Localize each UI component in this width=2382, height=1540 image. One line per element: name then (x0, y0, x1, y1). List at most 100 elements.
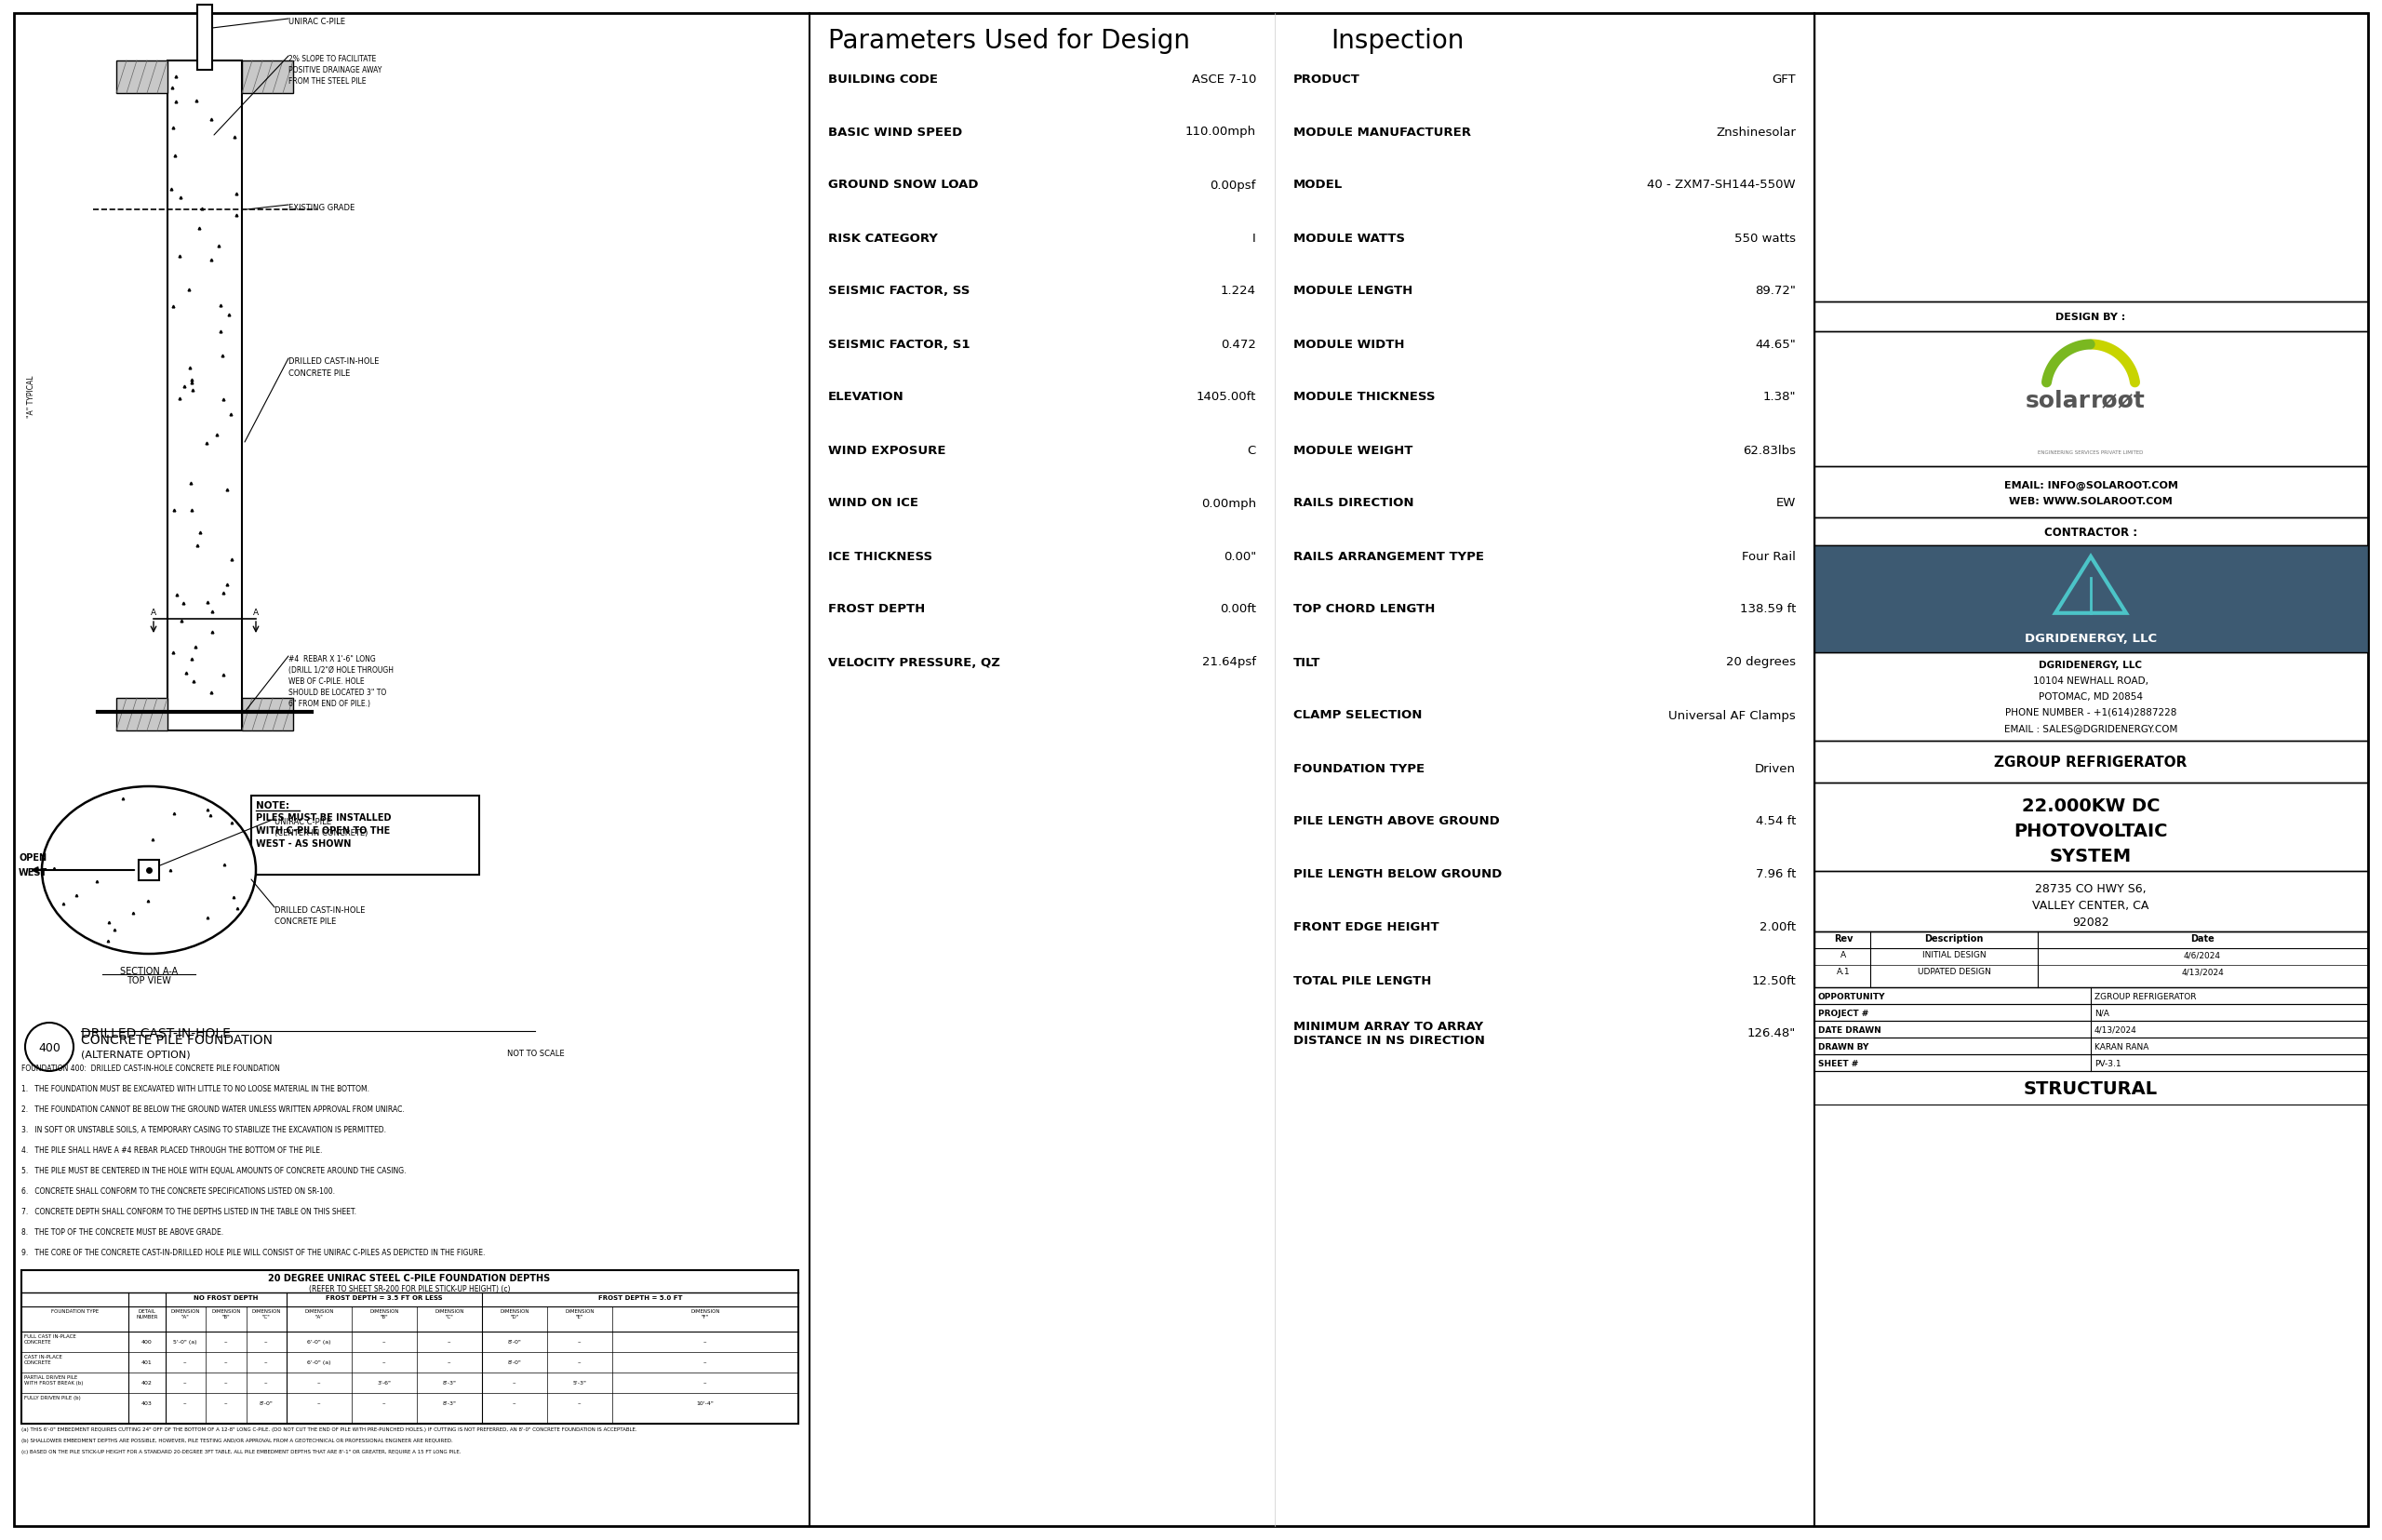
Text: 2.00ft: 2.00ft (1760, 921, 1796, 933)
Bar (1815, 302, 2368, 333)
Text: 8.   THE TOP OF THE CONCRETE MUST BE ABOVE GRADE.: 8. THE TOP OF THE CONCRETE MUST BE ABOVE… (21, 1227, 224, 1237)
Text: 550 watts: 550 watts (1734, 233, 1796, 245)
Text: SHOULD BE LOCATED 3" TO: SHOULD BE LOCATED 3" TO (288, 688, 386, 696)
Bar (167, 62, 243, 732)
Text: MINIMUM ARRAY TO ARRAY
DISTANCE IN NS DIRECTION: MINIMUM ARRAY TO ARRAY DISTANCE IN NS DI… (1293, 1019, 1484, 1046)
Text: DIMENSION
"B": DIMENSION "B" (369, 1309, 398, 1318)
Text: 403: 403 (141, 1401, 152, 1406)
Bar (250, 796, 479, 875)
Text: 10'-4": 10'-4" (696, 1401, 715, 1406)
Bar (117, 62, 167, 94)
Text: --: -- (264, 1340, 269, 1344)
Text: PILE LENGTH BELOW GROUND: PILE LENGTH BELOW GROUND (1293, 869, 1503, 881)
Text: WIND ON ICE: WIND ON ICE (829, 497, 919, 510)
Text: 4/6/2024: 4/6/2024 (2184, 950, 2220, 959)
Text: 2.   THE FOUNDATION CANNOT BE BELOW THE GROUND WATER UNLESS WRITTEN APPROVAL FRO: 2. THE FOUNDATION CANNOT BE BELOW THE GR… (21, 1104, 405, 1113)
Text: 400: 400 (141, 1340, 152, 1344)
Text: Rev: Rev (1834, 933, 1853, 942)
Text: A: A (150, 608, 157, 616)
Text: Parameters Used for Design: Parameters Used for Design (829, 28, 1191, 54)
Text: CONCRETE PILE: CONCRETE PILE (288, 370, 350, 377)
Text: Description: Description (1925, 933, 1984, 942)
Text: 62.83lbs: 62.83lbs (1744, 444, 1796, 456)
Text: FROM THE STEEL PILE: FROM THE STEEL PILE (288, 77, 367, 86)
Text: --: -- (512, 1380, 517, 1384)
Text: C: C (1248, 444, 1255, 456)
Text: SHEET #: SHEET # (1817, 1060, 1858, 1067)
Text: FROST DEPTH = 3.5 FT OR LESS: FROST DEPTH = 3.5 FT OR LESS (326, 1295, 443, 1300)
Text: DIMENSION
"A": DIMENSION "A" (305, 1309, 333, 1318)
Text: MODULE LENGTH: MODULE LENGTH (1293, 285, 1413, 297)
Text: DRILLED CAST-IN-HOLE: DRILLED CAST-IN-HOLE (81, 1027, 231, 1040)
Text: --: -- (224, 1340, 229, 1344)
Text: --: -- (512, 1401, 517, 1406)
Text: 4.   THE PILE SHALL HAVE A #4 REBAR PLACED THROUGH THE BOTTOM OF THE PILE.: 4. THE PILE SHALL HAVE A #4 REBAR PLACED… (21, 1146, 322, 1153)
Bar (1815, 782, 2368, 872)
Text: solar: solar (2025, 390, 2091, 413)
Text: --: -- (381, 1401, 386, 1406)
Text: PROJECT #: PROJECT # (1817, 1009, 1867, 1016)
Text: 10104 NEWHALL ROAD,: 10104 NEWHALL ROAD, (2034, 676, 2149, 685)
Text: --: -- (381, 1360, 386, 1364)
Text: Znshinesolar: Znshinesolar (1715, 126, 1796, 139)
Bar (1815, 467, 2368, 517)
Bar (138, 861, 160, 881)
Text: OPPORTUNITY: OPPORTUNITY (1817, 992, 1887, 999)
Bar (1815, 1055, 2368, 1072)
Text: ELEVATION: ELEVATION (829, 391, 905, 403)
Text: ENGINEERING SERVICES PRIVATE LIMITED: ENGINEERING SERVICES PRIVATE LIMITED (2039, 450, 2144, 454)
Text: 28735 CO HWY S6,: 28735 CO HWY S6, (2034, 882, 2146, 895)
Text: A: A (252, 608, 260, 616)
Bar (1815, 333, 2368, 467)
Text: --: -- (448, 1360, 453, 1364)
Text: --: -- (224, 1380, 229, 1384)
Text: NO FROST DEPTH: NO FROST DEPTH (193, 1295, 257, 1300)
Text: Inspection: Inspection (1332, 28, 1465, 54)
Text: --: -- (183, 1360, 188, 1364)
Text: Four Rail: Four Rail (1741, 550, 1796, 562)
Text: DESIGN BY :: DESIGN BY : (2056, 313, 2125, 322)
Text: 401: 401 (141, 1360, 152, 1364)
Text: 6.   CONCRETE SHALL CONFORM TO THE CONCRETE SPECIFICATIONS LISTED ON SR-100.: 6. CONCRETE SHALL CONFORM TO THE CONCRET… (21, 1187, 336, 1195)
Text: 9.   THE CORE OF THE CONCRETE CAST-IN-DRILLED HOLE PILE WILL CONSIST OF THE UNIR: 9. THE CORE OF THE CONCRETE CAST-IN-DRIL… (21, 1247, 486, 1257)
Text: "A" TYPICAL: "A" TYPICAL (26, 376, 36, 417)
Text: FROST DEPTH: FROST DEPTH (829, 604, 924, 614)
Text: --: -- (264, 1380, 269, 1384)
Text: (a) THIS 6'-0" EMBEDMENT REQUIRES CUTTING 24" OFF OF THE BOTTOM OF A 12-8" LONG : (a) THIS 6'-0" EMBEDMENT REQUIRES CUTTIN… (21, 1426, 636, 1431)
Text: røøt: røøt (2091, 390, 2146, 413)
Text: STRUCTURAL: STRUCTURAL (2025, 1080, 2158, 1096)
Text: 5.   THE PILE MUST BE CENTERED IN THE HOLE WITH EQUAL AMOUNTS OF CONCRETE AROUND: 5. THE PILE MUST BE CENTERED IN THE HOLE… (21, 1166, 407, 1175)
Text: 89.72": 89.72" (1756, 285, 1796, 297)
Text: NOT TO SCALE: NOT TO SCALE (507, 1049, 565, 1058)
Text: 40 - ZXM7-SH144-550W: 40 - ZXM7-SH144-550W (1648, 179, 1796, 191)
Text: CONCRETE PILE: CONCRETE PILE (274, 916, 336, 926)
Text: 110.00mph: 110.00mph (1186, 126, 1255, 139)
Text: FULL CAST IN-PLACE
CONCRETE: FULL CAST IN-PLACE CONCRETE (24, 1334, 76, 1343)
Text: KARAN RANA: KARAN RANA (2094, 1043, 2149, 1050)
Text: 1405.00ft: 1405.00ft (1196, 391, 1255, 403)
Bar (1815, 517, 2368, 545)
Text: --: -- (576, 1401, 581, 1406)
Bar (1815, 932, 2368, 987)
Text: N/A: N/A (2094, 1009, 2108, 1016)
Text: 20 degrees: 20 degrees (1727, 656, 1796, 668)
Text: 7.   CONCRETE DEPTH SHALL CONFORM TO THE DEPTHS LISTED IN THE TABLE ON THIS SHEE: 7. CONCRETE DEPTH SHALL CONFORM TO THE D… (21, 1207, 357, 1215)
Text: --: -- (576, 1340, 581, 1344)
Text: 5'-3": 5'-3" (572, 1380, 586, 1384)
Text: (CENTER IN CONCRETE): (CENTER IN CONCRETE) (274, 829, 367, 836)
Text: CONCRETE PILE FOUNDATION: CONCRETE PILE FOUNDATION (81, 1033, 272, 1046)
Text: 4.54 ft: 4.54 ft (1756, 815, 1796, 827)
Text: PHOTOVOLTAIC: PHOTOVOLTAIC (2013, 822, 2168, 839)
Text: (c) BASED ON THE PILE STICK-UP HEIGHT FOR A STANDARD 20-DEGREE 3FT TABLE, ALL PI: (c) BASED ON THE PILE STICK-UP HEIGHT FO… (21, 1449, 462, 1454)
Text: --: -- (703, 1340, 707, 1344)
Text: DRILLED CAST-IN-HOLE: DRILLED CAST-IN-HOLE (274, 906, 364, 915)
Text: CAST IN-PLACE
CONCRETE: CAST IN-PLACE CONCRETE (24, 1354, 62, 1364)
Text: 5'-0" (a): 5'-0" (a) (174, 1340, 198, 1344)
Text: 3'-6": 3'-6" (376, 1380, 391, 1384)
Text: DIMENSION
"D": DIMENSION "D" (500, 1309, 529, 1318)
Text: 21.64psf: 21.64psf (1203, 656, 1255, 668)
Text: INITIAL DESIGN: INITIAL DESIGN (1922, 950, 1987, 959)
Text: Date: Date (2191, 933, 2215, 942)
Text: VELOCITY PRESSURE, QZ: VELOCITY PRESSURE, QZ (829, 656, 1000, 668)
Text: FRONT EDGE HEIGHT: FRONT EDGE HEIGHT (1293, 921, 1439, 933)
